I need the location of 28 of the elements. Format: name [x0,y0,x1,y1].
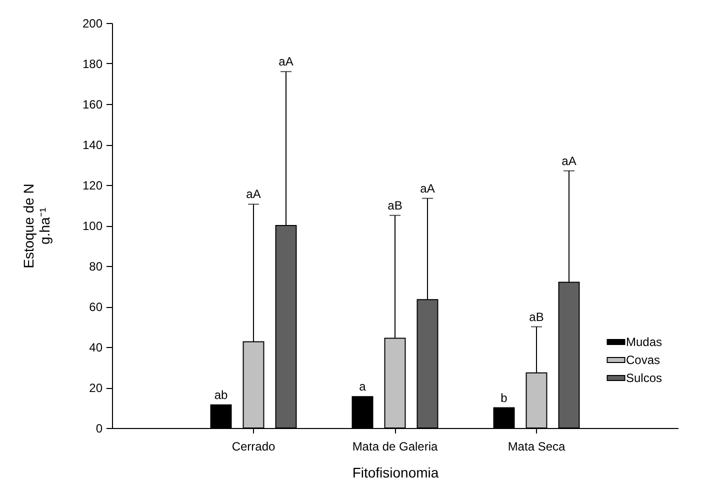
y-tick-label: 0 [96,422,103,436]
data-label: b [500,390,508,405]
annotation: aA [246,187,261,202]
y-tick-label: 200 [82,16,103,30]
y-tick-label: 20 [89,381,103,395]
annotation: aA [562,154,576,168]
x-tick-label: Mata Seca [508,440,566,454]
y-tick-label: 160 [82,98,103,112]
x-tick-label: Cerrado [232,440,276,454]
data-label: ab [214,388,228,402]
annotation: aA [278,54,294,69]
annotation: aB [529,310,544,324]
legend-label: Covas [626,353,660,367]
y-tick-label: 100 [82,219,103,233]
x-axis-title: Fitofisionomia [352,464,439,480]
annotation: aA [420,181,435,196]
y-tick-label: 80 [89,260,103,274]
y-tick-label: 120 [82,178,103,192]
y-tick-label: 60 [89,300,103,314]
data-label: a [359,380,366,394]
y-tick-label: 40 [89,340,103,354]
x-tick-label: Mata de Galeria [352,440,438,454]
legend-label: Mudas [626,335,662,349]
legend-label: Sulcos [626,371,662,385]
y-tick-label: 180 [82,57,103,71]
y-tick-label: 140 [82,138,103,152]
y-axis-title: Estoque de N g.ha⁻¹ [20,184,52,268]
annotation: aB [388,198,402,212]
